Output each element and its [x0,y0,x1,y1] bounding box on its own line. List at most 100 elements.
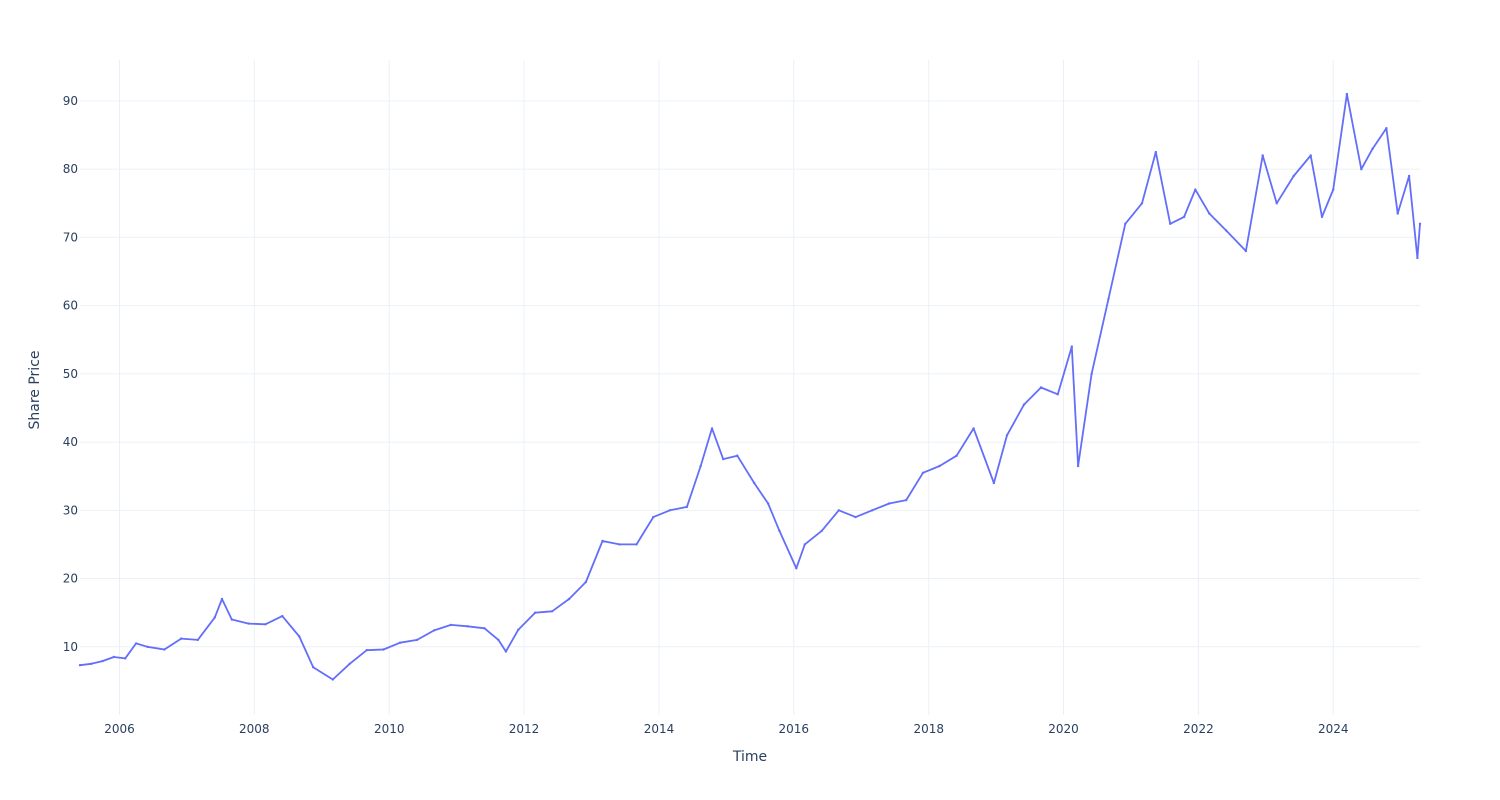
data-point [1070,345,1074,348]
data-point [766,502,770,505]
x-tick-label: 2020 [1048,722,1079,736]
data-point [1360,168,1363,171]
data-point [753,481,756,485]
data-point [1261,154,1264,157]
data-point [938,464,941,468]
data-point [196,638,199,642]
data-point [699,464,702,468]
data-point [1225,229,1228,232]
y-tick-label: 70 [63,230,78,244]
data-point [803,543,806,546]
data-point [331,678,334,681]
y-tick-label: 10 [63,640,78,654]
data-point [1292,174,1295,178]
data-point [398,641,402,644]
data-point [736,454,739,457]
y-tick-label: 60 [63,299,78,313]
y-axis-ticks: 10 20 30 40 50 60 70 80 90 [63,94,78,654]
data-point [905,498,908,502]
data-point [533,611,537,614]
data-point [1039,386,1043,389]
data-point [134,642,138,645]
data-point [101,659,104,663]
data-point [466,625,469,628]
data-point [550,610,554,613]
x-axis-ticks: 2006 2008 2010 2012 2014 2016 2018 2020 2022 2024 [104,722,1348,736]
y-tick-label: 30 [63,503,78,517]
data-point [1194,188,1197,191]
data-point [220,597,224,601]
x-tick-label: 2006 [104,722,135,736]
data-point [778,529,781,532]
data-point [1385,127,1388,130]
data-point [180,637,183,640]
data-point [365,649,368,652]
data-point [618,543,621,546]
data-point [1309,154,1312,157]
x-tick-label: 2010 [374,722,405,736]
data-point [1244,249,1248,253]
data-point [1371,147,1374,150]
data-point [992,481,996,485]
data-point [112,655,116,659]
y-tick-label: 40 [63,435,78,449]
data-point [78,664,82,667]
x-tick-label: 2018 [913,722,944,736]
data-point [1107,297,1110,300]
data-point [837,509,840,512]
data-point [635,543,638,546]
data-point [955,454,958,457]
data-point [710,427,714,430]
data-point [213,616,216,619]
data-point [1124,222,1127,225]
data-point [1169,222,1172,225]
x-tick-label: 2016 [778,722,809,736]
data-point [1275,202,1278,205]
x-tick-label: 2008 [239,722,270,736]
data-point [1396,212,1399,215]
data-point [722,457,725,461]
data-point [124,657,127,660]
series-line [79,93,1421,681]
data-point [972,427,975,430]
data-point [449,623,453,627]
data-point [90,662,93,665]
data-point [685,505,689,509]
data-point [432,629,436,632]
data-point [567,597,571,601]
data-point [888,502,891,505]
x-axis-title: Time [732,749,767,765]
y-tick-label: 20 [63,572,78,586]
x-tick-label: 2014 [644,722,675,736]
series-layer [78,92,1422,681]
data-point [230,618,233,621]
data-point [1345,92,1349,96]
data-point [795,567,798,570]
data-point [668,509,672,512]
x-tick-label: 2012 [509,722,540,736]
data-point [415,638,419,642]
data-point [1416,256,1419,260]
data-point [1090,372,1093,376]
data-point [854,515,857,519]
y-axis-title: Share Price [27,350,43,429]
y-tick-label: 80 [63,162,78,176]
data-point [921,471,925,474]
data-point [497,638,500,642]
data-point [1022,403,1026,406]
data-point [1407,174,1411,178]
data-point [1005,434,1009,437]
data-point [298,635,301,638]
data-point [163,648,166,651]
data-point [1154,150,1158,154]
data-point [584,580,588,584]
data-point [348,662,351,665]
data-point [146,645,149,648]
data-point [312,666,315,669]
data-point [504,650,508,653]
y-tick-label: 50 [63,367,78,381]
data-point [1056,393,1060,396]
x-tick-label: 2024 [1318,722,1349,736]
data-point [1208,212,1211,215]
